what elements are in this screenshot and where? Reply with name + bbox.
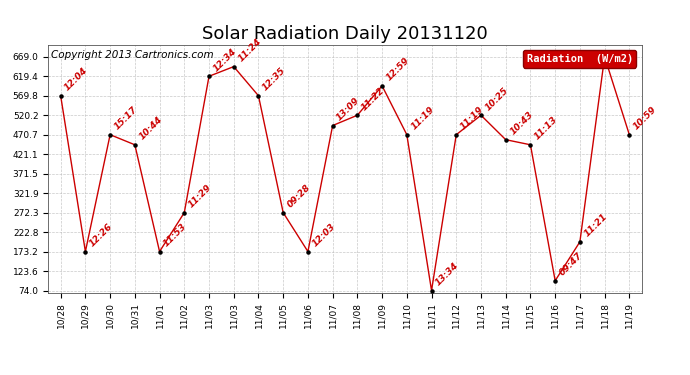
Point	[228, 64, 239, 70]
Text: 12:34: 12:34	[212, 46, 238, 73]
Text: 10:43: 10:43	[509, 110, 535, 136]
Text: 11:53: 11:53	[162, 222, 188, 248]
Point	[154, 249, 165, 255]
Text: 11:22: 11:22	[360, 86, 386, 112]
Point	[426, 288, 437, 294]
Text: 09:28: 09:28	[286, 183, 313, 210]
Point	[277, 210, 288, 216]
Text: 10:44: 10:44	[137, 115, 164, 142]
Point	[525, 142, 536, 148]
Text: 11:19: 11:19	[459, 105, 485, 132]
Point	[550, 278, 561, 284]
Point	[352, 112, 363, 118]
Text: 10:25: 10:25	[484, 86, 510, 112]
Point	[105, 132, 116, 138]
Point	[624, 132, 635, 138]
Point	[402, 132, 413, 138]
Text: 15:17: 15:17	[112, 105, 139, 132]
Point	[204, 73, 215, 79]
Text: 13:09: 13:09	[335, 96, 362, 122]
Title: Solar Radiation Daily 20131120: Solar Radiation Daily 20131120	[202, 26, 488, 44]
Text: 12:35: 12:35	[261, 66, 288, 93]
Text: 11:29: 11:29	[187, 183, 213, 210]
Point	[179, 210, 190, 216]
Point	[327, 123, 338, 129]
Text: 12:03: 12:03	[310, 222, 337, 248]
Text: 09:47: 09:47	[558, 251, 584, 278]
Point	[253, 93, 264, 99]
Text: 11:24: 11:24	[236, 37, 263, 63]
Point	[574, 239, 585, 245]
Point	[599, 54, 610, 60]
Text: 12:59: 12:59	[384, 56, 411, 83]
Text: 12:04: 12:04	[63, 66, 90, 93]
Text: 11:13: 11:13	[533, 115, 560, 142]
Legend: Radiation  (W/m2): Radiation (W/m2)	[523, 50, 636, 68]
Text: 11:21: 11:21	[582, 212, 609, 238]
Text: Copyright 2013 Cartronics.com: Copyright 2013 Cartronics.com	[51, 50, 214, 60]
Text: 13:34: 13:34	[434, 261, 461, 287]
Text: 10:59: 10:59	[632, 105, 658, 132]
Point	[451, 132, 462, 138]
Point	[55, 93, 66, 99]
Point	[475, 112, 486, 118]
Point	[129, 142, 140, 148]
Point	[302, 249, 313, 255]
Point	[377, 83, 388, 89]
Point	[500, 136, 511, 142]
Text: 11:19: 11:19	[409, 105, 436, 132]
Text: 12:26: 12:26	[88, 222, 115, 248]
Point	[80, 249, 91, 255]
